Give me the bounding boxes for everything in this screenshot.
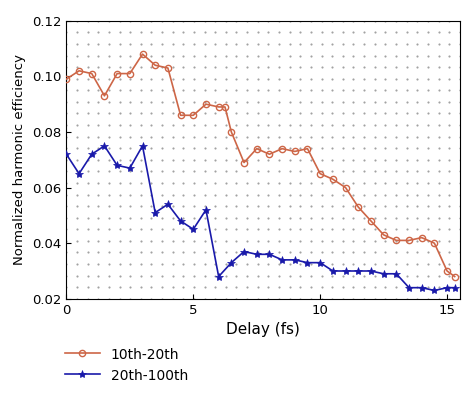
- 10th-20th: [254, 146, 260, 151]
- 20th-100th: [343, 269, 348, 273]
- 20th-100th: [406, 285, 412, 290]
- 10th-20th: [266, 152, 272, 157]
- 10th-20th: [203, 102, 209, 107]
- 20th-100th: [127, 166, 133, 171]
- 10th-20th: [452, 274, 457, 279]
- 20th-100th: [152, 210, 158, 215]
- 10th-20th: [64, 77, 69, 82]
- 10th-20th: [279, 146, 285, 151]
- 10th-20th: [228, 129, 234, 134]
- 20th-100th: [266, 252, 272, 257]
- 10th-20th: [216, 105, 221, 110]
- 10th-20th: [419, 235, 425, 240]
- 20th-100th: [431, 288, 437, 293]
- 20th-100th: [330, 269, 336, 273]
- 20th-100th: [317, 260, 323, 265]
- 20th-100th: [241, 249, 247, 254]
- 10th-20th: [127, 71, 133, 76]
- 10th-20th: [381, 232, 386, 237]
- 10th-20th: [165, 66, 171, 71]
- 10th-20th: [140, 51, 146, 56]
- 20th-100th: [178, 218, 183, 223]
- 20th-100th: [381, 271, 386, 276]
- 20th-100th: [64, 152, 69, 157]
- 20th-100th: [216, 274, 221, 279]
- 20th-100th: [114, 163, 120, 168]
- 10th-20th: [305, 146, 310, 151]
- 20th-100th: [203, 208, 209, 212]
- 10th-20th: [152, 63, 158, 68]
- 10th-20th: [191, 113, 196, 118]
- 10th-20th: [222, 105, 228, 110]
- 10th-20th: [114, 71, 120, 76]
- X-axis label: Delay (fs): Delay (fs): [226, 322, 300, 337]
- 20th-100th: [444, 285, 450, 290]
- 10th-20th: [241, 160, 247, 165]
- 20th-100th: [101, 144, 107, 149]
- 20th-100th: [165, 202, 171, 207]
- 10th-20th: [101, 93, 107, 98]
- 20th-100th: [191, 227, 196, 232]
- 20th-100th: [292, 257, 298, 262]
- 10th-20th: [393, 238, 399, 243]
- 20th-100th: [368, 269, 374, 273]
- 20th-100th: [393, 271, 399, 276]
- 20th-100th: [228, 260, 234, 265]
- 10th-20th: [89, 71, 95, 76]
- 20th-100th: [305, 260, 310, 265]
- 10th-20th: [406, 238, 412, 243]
- 20th-100th: [140, 144, 146, 149]
- 10th-20th: [317, 171, 323, 176]
- 20th-100th: [419, 285, 425, 290]
- 20th-100th: [356, 269, 361, 273]
- Legend: 10th-20th, 20th-100th: 10th-20th, 20th-100th: [65, 348, 188, 383]
- 20th-100th: [254, 252, 260, 257]
- 10th-20th: [431, 241, 437, 246]
- 10th-20th: [444, 269, 450, 273]
- 10th-20th: [368, 218, 374, 223]
- Line: 20th-100th: 20th-100th: [62, 142, 459, 295]
- 10th-20th: [343, 185, 348, 190]
- 10th-20th: [356, 205, 361, 210]
- 20th-100th: [452, 285, 457, 290]
- 20th-100th: [89, 152, 95, 157]
- 20th-100th: [279, 257, 285, 262]
- 10th-20th: [76, 68, 82, 73]
- Y-axis label: Normalized harmonic efficiency: Normalized harmonic efficiency: [13, 54, 27, 265]
- 10th-20th: [292, 149, 298, 154]
- 10th-20th: [330, 177, 336, 182]
- Line: 10th-20th: 10th-20th: [63, 51, 458, 280]
- 20th-100th: [76, 171, 82, 176]
- 10th-20th: [178, 113, 183, 118]
